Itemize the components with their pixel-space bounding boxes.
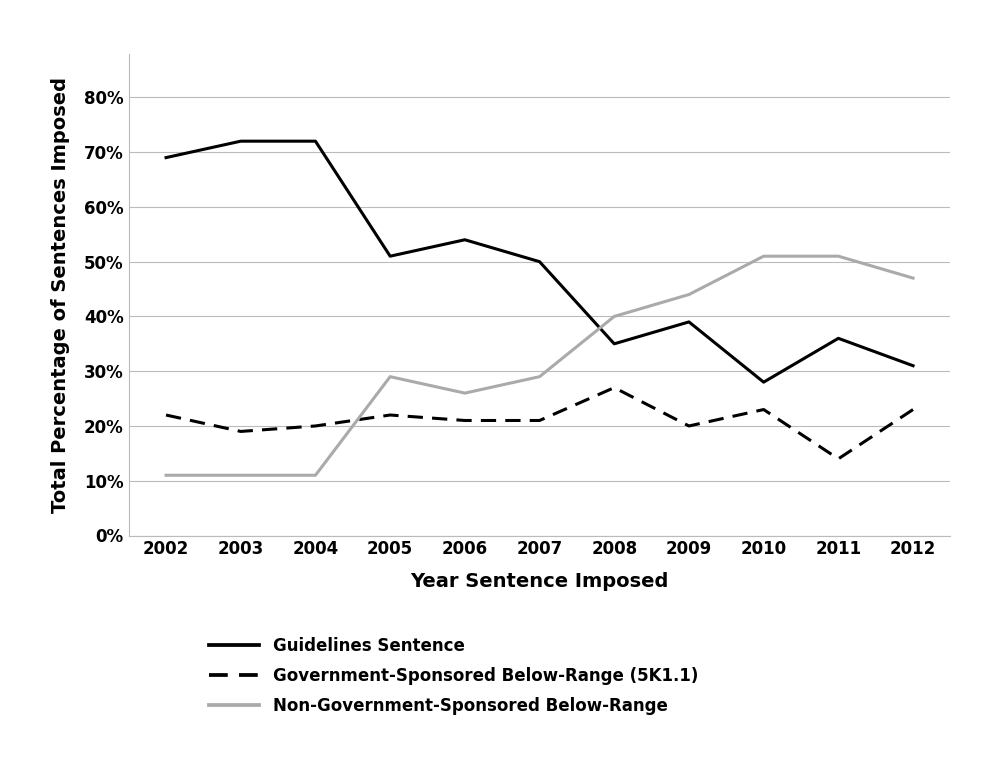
X-axis label: Year Sentence Imposed: Year Sentence Imposed xyxy=(411,572,668,591)
Legend: Guidelines Sentence, Government-Sponsored Below-Range (5K1.1), Non-Government-Sp: Guidelines Sentence, Government-Sponsore… xyxy=(203,630,705,721)
Y-axis label: Total Percentage of Sentences Imposed: Total Percentage of Sentences Imposed xyxy=(51,76,70,513)
